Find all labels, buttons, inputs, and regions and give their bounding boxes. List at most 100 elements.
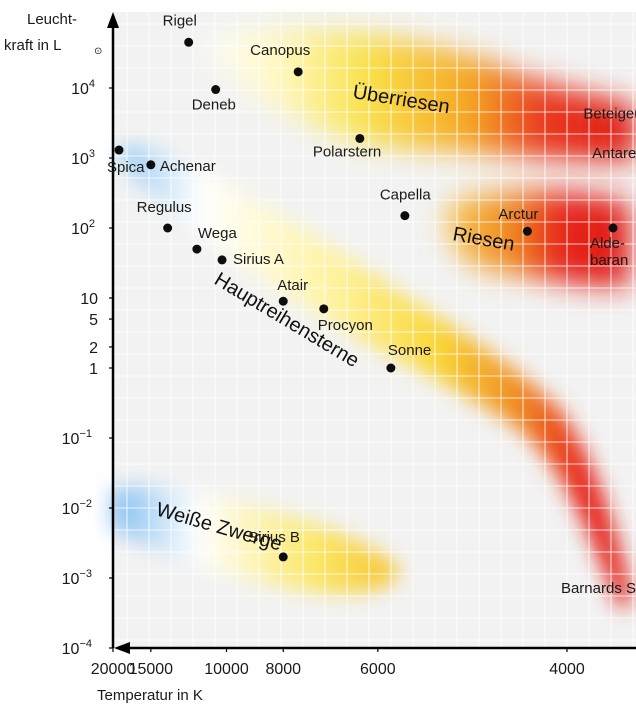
y-ticks: 104 103 102 10 5 2 1 10−1 10−2 10−3 10−4 [62,78,113,658]
y-tick-label: 10−3 [62,568,92,588]
star-sirius-b: Sirius B [248,529,300,562]
star-label: Alde- [590,235,625,252]
star-point [146,160,156,170]
y-tick-label: 102 [71,218,95,238]
star-label: Deneb [192,97,236,114]
star-point [163,223,173,233]
star-spica: Spica [107,145,145,176]
y-tick-label: 103 [71,148,95,168]
star-barnards-stern: Barnards Stern [561,580,636,597]
star-label: Antares [592,145,636,162]
star-label: Beteigeuze [583,105,636,122]
y-tick: 104 [71,78,113,98]
x-tick: 4000 [549,648,585,678]
giants-region [447,191,630,287]
star-label: Sirius B [248,529,300,546]
star-point [522,226,532,236]
star-sonne: Sonne [386,342,431,373]
star-point [608,223,618,233]
sun-symbol: ⊙ [94,46,102,57]
star-label: Regulus [137,199,192,216]
star-label: Rigel [163,12,197,29]
y-tick-label: 104 [71,78,95,98]
axes-layer [107,12,636,654]
x-axis-label: Temperatur in K [97,687,203,704]
y-axis-label-line-1: Leucht- [27,11,77,28]
x-tick-label: 6000 [360,661,396,678]
x-tick: 6000 [360,648,396,678]
star-label: Wega [198,225,238,242]
star-sirius-a: Sirius A [217,251,284,268]
star-point [386,363,396,373]
star-beteigeuze: Beteigeuze [583,105,636,122]
y-axis-arrow [107,12,119,28]
y-tick: 10−3 [62,568,113,588]
x-tick-label: 10000 [204,661,249,678]
y-tick: 10−2 [62,498,113,518]
star-label: baran [590,252,628,269]
star-label: Sonne [388,342,431,359]
star-point [293,67,303,77]
star-label: Capella [380,187,432,204]
grid-layer [113,12,636,648]
star-atair: Atair [277,277,308,306]
x-axis-arrow [114,642,130,654]
star-label: Sirius A [233,251,284,268]
x-tick: 20000 [91,648,136,678]
x-tick: 8000 [265,648,301,678]
y-axis-label-line-2: kraft in L [4,37,62,54]
star-aldebaran: Alde-baran [590,223,628,269]
y-tick: 10 [80,291,113,308]
star-arctur: Arctur [498,206,538,236]
star-point [114,145,124,155]
y-tick-label: 10 [80,291,98,308]
y-tick: 10−1 [62,428,113,448]
star-label: Achenar [160,158,216,175]
y-axis-label: Leucht- kraft in L ⊙ [4,11,102,57]
y-tick-label: 10−4 [62,638,92,658]
x-tick: 15000 [129,648,174,678]
y-tick-label: 10−2 [62,498,92,518]
star-label: Arctur [498,206,538,223]
star-label: Procyon [318,317,373,334]
y-tick: 103 [71,148,113,168]
star-label: Barnards Stern [561,580,636,597]
y-tick-label: 1 [89,361,98,378]
star-procyon: Procyon [318,304,373,334]
star-point [278,296,288,306]
y-tick: 5 [89,312,113,329]
star-point [319,304,329,314]
star-wega: Wega [192,225,237,254]
y-tick-label: 10−1 [62,428,92,448]
x-tick-label: 15000 [129,661,174,678]
star-label: Spica [107,159,145,176]
x-tick: 10000 [204,648,249,678]
star-regulus: Regulus [137,199,192,233]
star-point [400,211,410,221]
star-label: Polarstern [313,143,381,160]
x-tick-label: 4000 [549,661,585,678]
x-tick-label: 20000 [91,661,136,678]
y-tick-label: 5 [89,312,98,329]
star-point [192,244,202,254]
white-dwarfs-region [112,486,400,594]
star-point [184,37,194,47]
y-tick: 2 [89,340,113,357]
y-tick: 1 [89,361,113,378]
star-antares: Antares [592,145,636,162]
star-canopus: Canopus [250,42,310,77]
y-tick: 10−4 [62,638,113,658]
y-tick-label: 2 [89,340,98,357]
star-point [355,133,365,143]
star-point [211,85,221,95]
x-tick-label: 8000 [265,661,301,678]
stars-layer: Rigel Canopus Deneb Beteigeuze Antares Polars… [107,12,636,597]
star-point [278,552,288,562]
star-rigel: Rigel [163,12,197,47]
star-point [217,255,227,265]
star-label: Canopus [250,42,310,59]
main-sequence-region [118,145,632,611]
y-tick: 102 [71,218,113,238]
